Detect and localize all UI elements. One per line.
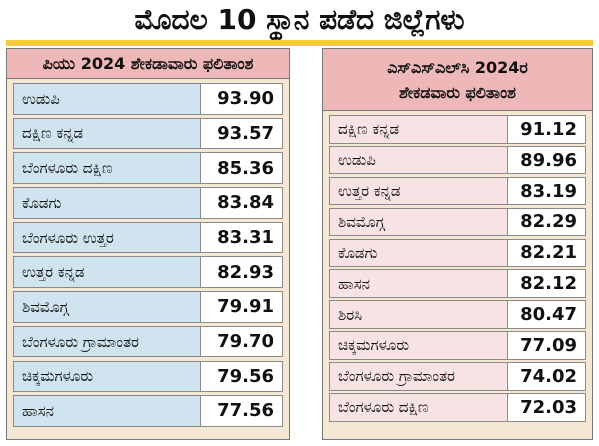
title-underline bbox=[6, 40, 593, 46]
district-name: ಕೊಡಗು bbox=[330, 239, 507, 267]
pass-percentage: 93.57 bbox=[200, 118, 282, 149]
pass-percentage: 79.70 bbox=[200, 326, 282, 357]
pass-percentage: 82.29 bbox=[507, 208, 585, 236]
table-row: ದಕ್ಷಿಣ ಕನ್ನಡ 93.57 bbox=[13, 117, 283, 150]
district-name: ಹಾಸನ bbox=[330, 270, 507, 297]
pass-percentage: 72.03 bbox=[507, 394, 585, 421]
pass-percentage: 89.96 bbox=[507, 146, 585, 174]
puc-table-header: ಪಿಯು 2024 ಶೇಕಡಾವಾರು ಫಲಿತಾಂಶ bbox=[7, 49, 289, 79]
district-name: ಬೆಂಗಳೂರು ಗ್ರಾಮಾಂತರ bbox=[14, 326, 200, 357]
pass-percentage: 82.93 bbox=[200, 257, 282, 287]
district-name: ಬೆಂಗಳೂರು ದಕ್ಷಿಣ bbox=[14, 153, 200, 183]
district-name: ಶಿವಮೊಗ್ಗ bbox=[330, 208, 507, 236]
district-name: ದಕ್ಷಿಣ ಕನ್ನಡ bbox=[14, 118, 200, 149]
pass-percentage: 83.19 bbox=[507, 177, 585, 205]
table-row: ಕೊಡಗು 83.84 bbox=[13, 187, 283, 219]
table-row: ಶಿರಸಿ 80.47 bbox=[329, 300, 586, 329]
district-name: ಉಡುಪಿ bbox=[14, 84, 200, 114]
table-row: ಕೊಡಗು 82.21 bbox=[329, 238, 586, 268]
district-name: ಹಾಸನ bbox=[14, 396, 200, 426]
table-row: ಬೆಂಗಳೂರು ಗ್ರಾಮಾಂತರ 79.70 bbox=[13, 325, 283, 358]
pass-percentage: 77.09 bbox=[507, 332, 585, 359]
district-name: ಉತ್ತರ ಕನ್ನಡ bbox=[330, 177, 507, 205]
table-row: ಉಡುಪಿ 93.90 bbox=[13, 83, 283, 115]
pass-percentage: 79.56 bbox=[200, 361, 282, 391]
table-row: ದಕ್ಷಿಣ ಕನ್ನಡ 91.12 bbox=[329, 115, 586, 144]
district-name: ಶಿವಮೊಗ್ಗ bbox=[14, 292, 200, 322]
table-row: ಹಾಸನ 77.56 bbox=[13, 395, 283, 427]
table-row: ಬೆಂಗಳೂರು ದಕ್ಷಿಣ 72.03 bbox=[329, 393, 586, 422]
district-name: ಉತ್ತರ ಕನ್ನಡ bbox=[14, 257, 200, 287]
district-name: ಉಡುಪಿ bbox=[330, 146, 507, 174]
sslc-table-header: ಎಸ್‌ಎಸ್‌ಎಲ್‌ಸಿ 2024ರ ಶೇಕಡವಾರು ಫಲಿತಾಂಶ bbox=[323, 49, 592, 111]
district-name: ದಕ್ಷಿಣ ಕನ್ನಡ bbox=[330, 116, 507, 143]
table-row: ಉತ್ತರ ಕನ್ನಡ 83.19 bbox=[329, 176, 586, 206]
table-row: ಬೆಂಗಳೂರು ಉತ್ತರ 83.31 bbox=[13, 221, 283, 254]
pass-percentage: 83.31 bbox=[200, 222, 282, 253]
pass-percentage: 80.47 bbox=[507, 301, 585, 328]
sslc-header-line2: ಶೇಕಡವಾರು ಫಲಿತಾಂಶ bbox=[399, 83, 516, 102]
district-name: ಕೊಡಗು bbox=[14, 188, 200, 218]
puc-table-rows: ಉಡುಪಿ 93.90 ದಕ್ಷಿಣ ಕನ್ನಡ 93.57 ಬೆಂಗಳೂರು ದಕ… bbox=[7, 79, 289, 427]
sslc-table-rows: ದಕ್ಷಿಣ ಕನ್ನಡ 91.12 ಉಡುಪಿ 89.96 ಉತ್ತರ ಕನ್ನಡ… bbox=[323, 111, 592, 422]
table-row: ಶಿವಮೊಗ್ಗ 79.91 bbox=[13, 291, 283, 323]
sslc-header-line1: ಎಸ್‌ಎಸ್‌ಎಲ್‌ಸಿ 2024ರ bbox=[387, 58, 528, 77]
district-name: ಚಿಕ್ಕಮಗಳೂರು bbox=[14, 361, 200, 391]
sslc-results-table: ಎಸ್‌ಎಸ್‌ಎಲ್‌ಸಿ 2024ರ ಶೇಕಡವಾರು ಫಲಿತಾಂಶ ದಕ… bbox=[322, 48, 593, 440]
pass-percentage: 77.56 bbox=[200, 396, 282, 426]
district-name: ಬೆಂಗಳೂರು ಗ್ರಾಮಾಂತರ bbox=[330, 363, 507, 390]
table-row: ಬೆಂಗಳೂರು ದಕ್ಷಿಣ 85.36 bbox=[13, 152, 283, 184]
table-row: ಶಿವಮೊಗ್ಗ 82.29 bbox=[329, 207, 586, 237]
table-row: ಚಿಕ್ಕಮಗಳೂರು 77.09 bbox=[329, 331, 586, 360]
table-row: ಬೆಂಗಳೂರು ಗ್ರಾಮಾಂತರ 74.02 bbox=[329, 362, 586, 391]
pass-percentage: 82.21 bbox=[507, 239, 585, 267]
table-row: ಉಡುಪಿ 89.96 bbox=[329, 145, 586, 175]
table-row: ಚಿಕ್ಕಮಗಳೂರು 79.56 bbox=[13, 360, 283, 392]
puc-results-table: ಪಿಯು 2024 ಶೇಕಡಾವಾರು ಫಲಿತಾಂಶ ಉಡುಪಿ 93.90 ದ… bbox=[6, 48, 290, 440]
district-name: ಶಿರಸಿ bbox=[330, 301, 507, 328]
pass-percentage: 91.12 bbox=[507, 116, 585, 143]
district-name: ಬೆಂಗಳೂರು ದಕ್ಷಿಣ bbox=[330, 394, 507, 421]
page-title: ಮೊದಲ 10 ಸ್ಥಾನ ಪಡೆದ ಜಿಲ್ಲೆಗಳು bbox=[0, 0, 599, 40]
pass-percentage: 85.36 bbox=[200, 153, 282, 183]
table-row: ಉತ್ತರ ಕನ್ನಡ 82.93 bbox=[13, 256, 283, 288]
district-name: ಚಿಕ್ಕಮಗಳೂರು bbox=[330, 332, 507, 359]
pass-percentage: 83.84 bbox=[200, 188, 282, 218]
pass-percentage: 79.91 bbox=[200, 292, 282, 322]
pass-percentage: 82.12 bbox=[507, 270, 585, 297]
district-name: ಬೆಂಗಳೂರು ಉತ್ತರ bbox=[14, 222, 200, 253]
pass-percentage: 74.02 bbox=[507, 363, 585, 390]
pass-percentage: 93.90 bbox=[200, 84, 282, 114]
table-row: ಹಾಸನ 82.12 bbox=[329, 269, 586, 298]
